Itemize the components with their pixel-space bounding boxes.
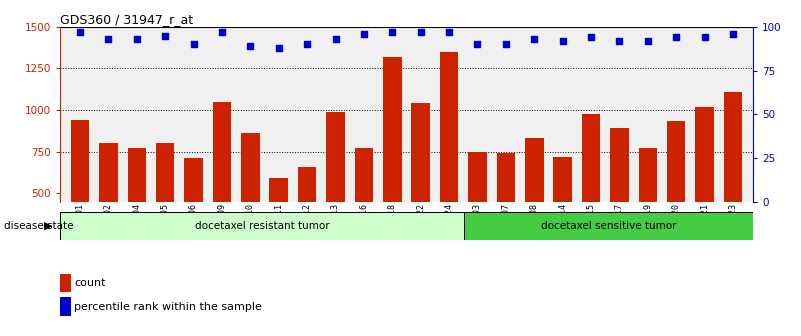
Bar: [525, 137, 544, 202]
Bar: [241, 133, 260, 202]
Bar: [440, 52, 458, 202]
Point: [272, 45, 285, 50]
Bar: [667, 121, 686, 202]
Bar: [184, 158, 203, 202]
Bar: [60, 212, 465, 240]
Text: GDS360 / 31947_r_at: GDS360 / 31947_r_at: [60, 13, 193, 26]
Text: count: count: [74, 278, 106, 288]
Point: [159, 33, 171, 38]
Point: [357, 31, 370, 37]
Point: [727, 31, 739, 37]
Text: disease state: disease state: [4, 221, 74, 231]
Point: [244, 43, 257, 49]
Text: ▶: ▶: [44, 221, 53, 231]
Point: [215, 30, 228, 35]
Bar: [465, 212, 753, 240]
Text: docetaxel sensitive tumor: docetaxel sensitive tumor: [541, 221, 676, 231]
Point: [187, 42, 200, 47]
Point: [528, 36, 541, 42]
Bar: [127, 148, 146, 202]
Bar: [298, 167, 316, 202]
Bar: [269, 178, 288, 202]
Bar: [497, 153, 515, 202]
Bar: [724, 92, 743, 202]
Bar: [695, 107, 714, 202]
Bar: [638, 148, 657, 202]
Bar: [99, 143, 118, 202]
Bar: [610, 128, 629, 202]
Point: [414, 30, 427, 35]
Point: [613, 38, 626, 44]
Point: [670, 35, 682, 40]
Bar: [553, 157, 572, 202]
Bar: [383, 57, 401, 202]
Point: [74, 30, 87, 35]
Point: [131, 36, 143, 42]
Bar: [213, 102, 231, 202]
Point: [698, 35, 711, 40]
Bar: [412, 102, 430, 202]
Bar: [355, 148, 373, 202]
Bar: [70, 120, 89, 202]
Point: [386, 30, 399, 35]
Point: [500, 42, 513, 47]
Point: [329, 36, 342, 42]
Point: [471, 42, 484, 47]
Point: [102, 36, 115, 42]
Bar: [465, 212, 753, 240]
Point: [585, 35, 598, 40]
Point: [642, 38, 654, 44]
Bar: [326, 112, 344, 202]
Point: [556, 38, 569, 44]
Bar: [60, 212, 465, 240]
Bar: [469, 152, 487, 202]
Text: percentile rank within the sample: percentile rank within the sample: [74, 302, 263, 312]
Bar: [156, 143, 175, 202]
Text: docetaxel resistant tumor: docetaxel resistant tumor: [195, 221, 329, 231]
Point: [443, 30, 456, 35]
Point: [300, 42, 313, 47]
Bar: [582, 114, 600, 202]
